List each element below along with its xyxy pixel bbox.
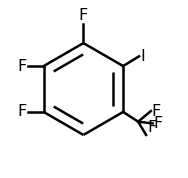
Text: F: F [147,120,156,135]
Text: F: F [152,104,161,119]
Text: F: F [18,59,27,74]
Text: F: F [154,116,163,131]
Text: I: I [140,49,145,64]
Text: F: F [18,104,27,119]
Text: F: F [79,8,88,23]
